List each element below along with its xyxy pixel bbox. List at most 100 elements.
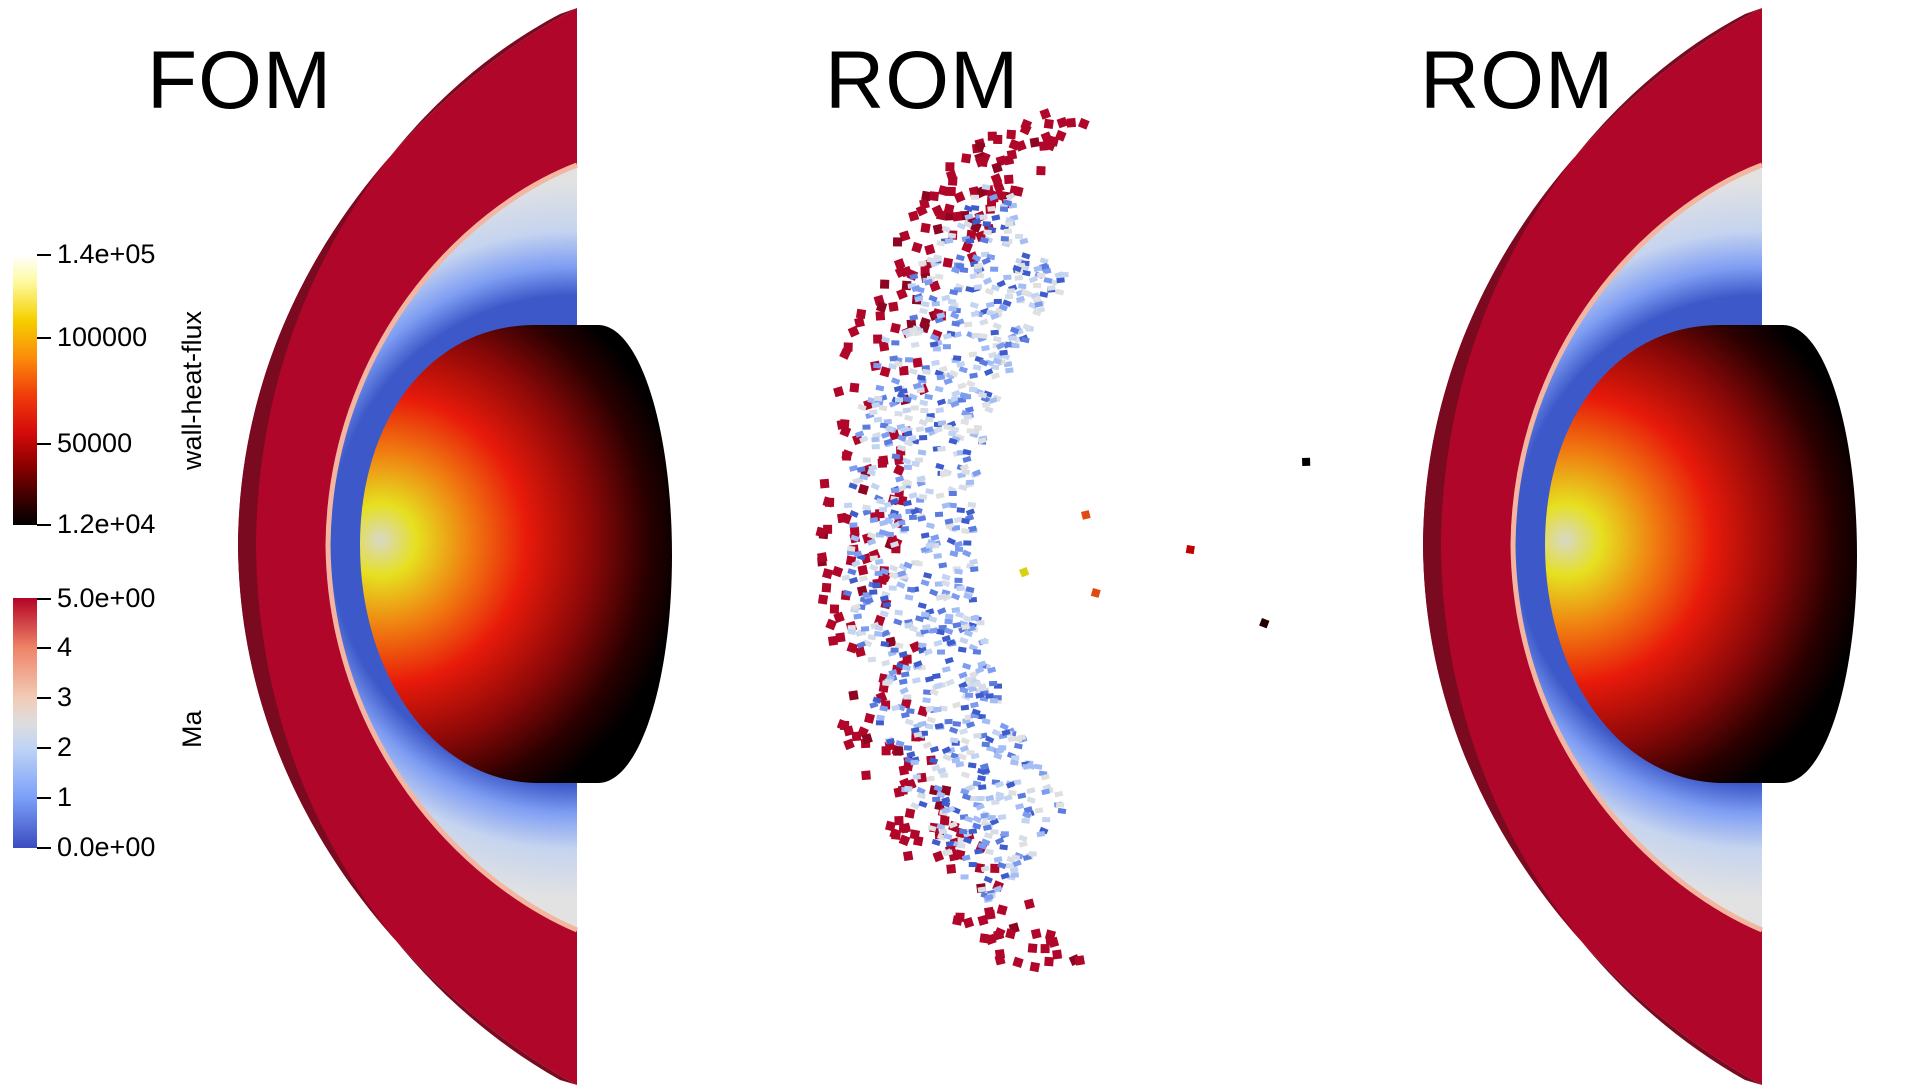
rom-cell-blue	[899, 426, 910, 434]
rom-cell-blue	[1008, 789, 1017, 796]
rom-cell-blue	[1019, 237, 1029, 245]
rom-cell-blue	[1032, 308, 1042, 317]
rom-cell-blue	[1037, 272, 1046, 278]
whf-tick-label: 100000	[57, 322, 148, 352]
rom-cell-blue	[853, 613, 863, 620]
rom-cell-blue	[982, 277, 993, 285]
rom-cell-blue	[871, 436, 880, 443]
rom-cell-blue	[895, 475, 905, 483]
rom-cell-blue	[903, 745, 913, 751]
rom-cell-blue	[918, 307, 928, 315]
rom-cell-red	[919, 198, 930, 210]
rom-cell-blue	[934, 682, 944, 690]
rom-cell-blue	[908, 393, 918, 401]
rom-cell-red	[1003, 154, 1015, 166]
rom-cell-blue	[925, 705, 935, 714]
rom-cell-blue	[956, 360, 966, 368]
rom-cell-blue	[955, 761, 965, 768]
whf-tick	[37, 524, 51, 526]
rom-cell-blue	[922, 368, 931, 375]
rom-cell-blue	[871, 444, 880, 450]
rom-cell-blue	[1005, 367, 1014, 374]
rom-cell-red	[854, 646, 866, 658]
rom-cell-blue	[911, 284, 921, 293]
rom-cell-blue	[925, 488, 934, 495]
rom-cell-blue	[981, 257, 991, 265]
rom-cell-red	[996, 904, 1008, 916]
rom-cell-red	[1056, 116, 1069, 129]
rom-cell-red	[881, 700, 891, 710]
rom-cell-blue	[999, 722, 1009, 731]
rom-cell-blue	[1055, 288, 1065, 296]
rom-cell-red	[817, 552, 828, 563]
rom-cell-blue	[967, 501, 977, 508]
rom-cell-blue	[999, 844, 1008, 851]
rom-cell-blue	[917, 449, 927, 456]
rom-cell-blue	[959, 267, 969, 274]
rom-cell-blue	[1034, 807, 1044, 814]
rom-cell-blue	[1028, 275, 1038, 284]
rom-cell-red	[932, 850, 945, 863]
rom-cell-blue	[898, 678, 908, 685]
rom-cell-blue	[913, 731, 923, 738]
rom-cell-blue	[1057, 807, 1067, 815]
rom-cell-blue	[970, 614, 980, 622]
rom-cell-blue	[936, 398, 947, 406]
rom-cell-blue	[1006, 288, 1016, 294]
ma-tick-label: 2	[57, 732, 73, 762]
rom-cell-blue	[939, 772, 949, 778]
rom-cell-blue	[1042, 783, 1052, 792]
rom-cell-blue	[944, 656, 954, 665]
rom-cell-blue	[873, 362, 882, 369]
rom-cell-blue	[1004, 221, 1014, 228]
rom-cell-blue	[916, 387, 925, 394]
rom-cell-blue	[908, 491, 918, 500]
rom-cell-red	[875, 311, 886, 321]
rom-cell-blue	[900, 671, 910, 678]
rom-cell-red	[840, 720, 850, 731]
rom-cell-blue	[988, 193, 999, 202]
ma-tick-label: 1	[57, 782, 73, 812]
rom-cell-blue	[962, 549, 972, 558]
rom-cell-blue	[944, 718, 953, 725]
rom-cell-blue	[952, 721, 962, 727]
rom-cell-blue	[903, 561, 913, 570]
rom-cell-blue	[910, 759, 919, 766]
whf-tick	[37, 254, 51, 256]
ma-tick-label: 3	[57, 682, 73, 712]
rom-cell-red	[946, 863, 957, 874]
rom-cell-blue	[959, 636, 969, 645]
rom-cell-blue	[943, 424, 952, 431]
rom-cell-blue	[1026, 796, 1036, 804]
rom-cell-blue	[904, 594, 914, 601]
rom-cell-blue	[918, 493, 928, 500]
rom-cell-blue	[970, 752, 980, 760]
rom-cell-blue	[981, 184, 991, 191]
rom-cell-blue	[924, 426, 934, 433]
rom-cell-blue	[975, 692, 985, 699]
rom-cell-blue	[920, 532, 930, 539]
rom-cell-blue	[1042, 817, 1051, 823]
rom-cell-blue	[961, 517, 970, 525]
rom-cell-red	[1023, 898, 1035, 910]
rom-cell-blue	[979, 762, 989, 771]
rom-cell-blue	[1013, 742, 1023, 750]
rom-cell-blue	[856, 466, 866, 473]
rom-cell-blue	[889, 355, 899, 362]
rom-cell-blue	[971, 194, 979, 200]
rom-cell-red	[861, 733, 873, 745]
rom-cell-red	[1066, 117, 1077, 128]
rom-cell-blue	[1055, 802, 1065, 808]
rom-cell-blue	[993, 298, 1002, 304]
rom-cell-red	[1020, 118, 1033, 131]
ma-tick	[37, 598, 51, 600]
rom-cell-blue	[988, 396, 998, 404]
rom-cell-blue	[1022, 811, 1032, 819]
rom-cell-red	[1052, 949, 1063, 960]
rom-cell-blue	[987, 815, 996, 821]
rom-cell-blue	[949, 550, 959, 558]
rom-cell-blue	[997, 814, 1007, 821]
rom-cell-blue	[880, 641, 890, 648]
rom-cell-blue	[918, 418, 928, 427]
rom-cell-blue	[869, 555, 879, 562]
